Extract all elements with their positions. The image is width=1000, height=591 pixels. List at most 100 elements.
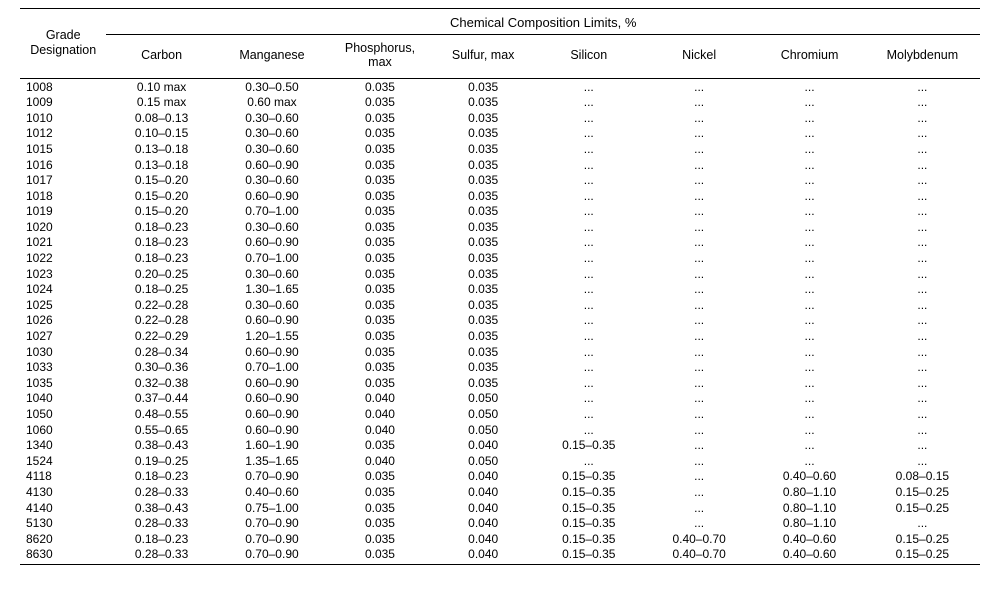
cell-value: ... [865,406,980,422]
table-row: 10350.32–0.380.60–0.900.0350.035........… [20,375,980,391]
cell-value: 0.035 [327,157,433,173]
cell-value: ... [534,266,644,282]
cell-value: 0.80–1.10 [754,484,864,500]
table-row: 41300.28–0.330.40–0.600.0350.0400.15–0.3… [20,484,980,500]
cell-value: 0.035 [327,188,433,204]
cell-value: ... [865,359,980,375]
cell-value: 0.60–0.90 [217,406,327,422]
cell-value: ... [754,204,864,220]
cell-value: 0.38–0.43 [106,437,216,453]
table-row: 10220.18–0.230.70–1.000.0350.035........… [20,250,980,266]
cell-value: 0.60–0.90 [217,422,327,438]
cell-value: ... [644,422,754,438]
cell-value: 0.40–0.60 [754,469,864,485]
cell-value: 0.37–0.44 [106,391,216,407]
cell-value: ... [754,141,864,157]
table-row: 10120.10–0.150.30–0.600.0350.035........… [20,126,980,142]
cell-value: 0.040 [433,531,534,547]
cell-value: ... [644,297,754,313]
cell-value: ... [644,344,754,360]
cell-grade: 1022 [20,250,106,266]
cell-value: ... [644,375,754,391]
cell-value: 0.15–0.35 [534,484,644,500]
cell-value: 0.30–0.60 [217,266,327,282]
cell-value: 0.70–0.90 [217,515,327,531]
cell-value: ... [865,453,980,469]
cell-value: 0.035 [433,157,534,173]
cell-value: 0.035 [327,78,433,94]
page-container: Grade Designation Chemical Composition L… [0,0,1000,591]
cell-grade: 8620 [20,531,106,547]
cell-value: ... [754,375,864,391]
cell-value: 0.22–0.28 [106,313,216,329]
cell-value: 0.15–0.25 [865,500,980,516]
cell-value: ... [534,94,644,110]
cell-value: 0.40–0.70 [644,547,754,565]
header-col-4: Silicon [534,35,644,79]
cell-value: 0.10–0.15 [106,126,216,142]
cell-value: ... [644,94,754,110]
cell-grade: 1019 [20,204,106,220]
cell-value: 0.28–0.34 [106,344,216,360]
cell-value: 0.15–0.35 [534,500,644,516]
cell-value: 0.13–0.18 [106,157,216,173]
cell-value: 0.035 [327,94,433,110]
cell-value: 0.035 [433,375,534,391]
cell-value: 0.035 [327,484,433,500]
cell-grade: 1024 [20,281,106,297]
table-row: 10160.13–0.180.60–0.900.0350.035........… [20,157,980,173]
cell-value: 0.040 [327,422,433,438]
cell-grade: 8630 [20,547,106,565]
cell-value: 0.035 [433,110,534,126]
cell-value: 0.035 [327,219,433,235]
cell-value: 0.040 [327,406,433,422]
cell-value: 0.040 [433,484,534,500]
cell-value: 0.15–0.20 [106,188,216,204]
table-row: 51300.28–0.330.70–0.900.0350.0400.15–0.3… [20,515,980,531]
cell-value: 0.48–0.55 [106,406,216,422]
cell-value: 0.035 [433,126,534,142]
cell-value: ... [865,188,980,204]
cell-value: ... [754,157,864,173]
cell-value: 0.15–0.35 [534,469,644,485]
cell-grade: 1020 [20,219,106,235]
cell-value: ... [754,250,864,266]
cell-value: 0.60–0.90 [217,344,327,360]
cell-value: 0.035 [327,375,433,391]
cell-value: ... [534,375,644,391]
table-row: 10500.48–0.550.60–0.900.0400.050........… [20,406,980,422]
cell-value: 0.035 [433,359,534,375]
cell-value: 0.050 [433,453,534,469]
cell-value: ... [534,391,644,407]
cell-value: 0.80–1.10 [754,515,864,531]
cell-value: 0.28–0.33 [106,547,216,565]
cell-value: 0.15–0.35 [534,437,644,453]
cell-value: ... [534,422,644,438]
table-row: 41180.18–0.230.70–0.900.0350.0400.15–0.3… [20,469,980,485]
cell-value: 0.70–1.00 [217,250,327,266]
cell-value: ... [754,235,864,251]
cell-value: ... [534,344,644,360]
cell-value: ... [865,313,980,329]
cell-value: 0.035 [327,437,433,453]
cell-value: ... [754,172,864,188]
cell-value: 0.035 [327,344,433,360]
cell-grade: 1040 [20,391,106,407]
table-row: 10250.22–0.280.30–0.600.0350.035........… [20,297,980,313]
header-col-0: Carbon [106,35,216,79]
cell-value: 0.035 [327,469,433,485]
cell-value: 0.60–0.90 [217,157,327,173]
cell-value: 0.035 [327,110,433,126]
cell-grade: 1021 [20,235,106,251]
cell-grade: 1010 [20,110,106,126]
cell-value: 0.30–0.60 [217,219,327,235]
header-col-5: Nickel [644,35,754,79]
cell-value: 0.035 [433,188,534,204]
cell-value: 0.19–0.25 [106,453,216,469]
cell-value: 0.035 [327,281,433,297]
cell-value: 0.30–0.60 [217,172,327,188]
table-row: 10180.15–0.200.60–0.900.0350.035........… [20,188,980,204]
cell-value: ... [534,406,644,422]
cell-value: ... [865,157,980,173]
table-row: 10240.18–0.251.30–1.650.0350.035........… [20,281,980,297]
